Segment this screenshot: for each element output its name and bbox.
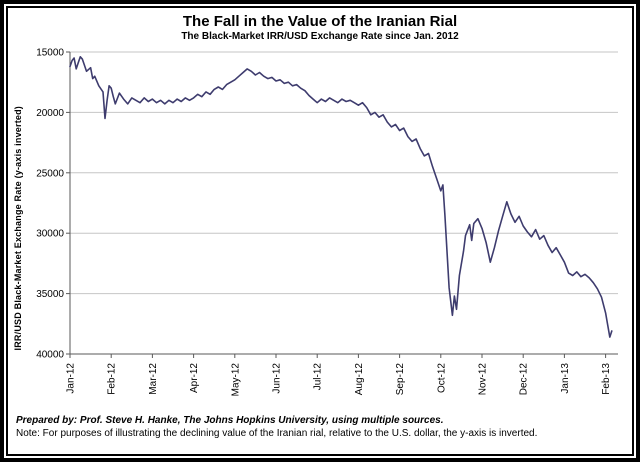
chart-footer: Prepared by: Prof. Steve H. Hanke, The J… <box>10 414 630 440</box>
x-tick-label: Feb-13 <box>601 363 612 395</box>
y-tick-label: 35000 <box>36 289 64 300</box>
y-axis-title: IRR/USD Black-Market Exchange Rate (y-ax… <box>10 44 26 412</box>
x-tick-label: Aug-12 <box>354 363 365 396</box>
x-tick-label: Apr-12 <box>189 363 200 393</box>
x-tick-label: Mar-12 <box>148 363 159 395</box>
x-tick-label: Dec-12 <box>519 363 530 396</box>
y-axis-title-text: IRR/USD Black-Market Exchange Rate (y-ax… <box>13 105 23 351</box>
y-tick-label: 30000 <box>36 229 64 240</box>
chart-title: The Fall in the Value of the Iranian Ria… <box>182 13 458 30</box>
y-tick-label: 25000 <box>36 168 64 179</box>
footer-note: Note: For purposes of illustrating the d… <box>16 428 538 439</box>
x-tick-label: Jan-13 <box>560 363 571 394</box>
chart-inner-frame: The Fall in the Value of the Iranian Ria… <box>6 6 634 456</box>
x-tick-label: Sep-12 <box>395 363 406 396</box>
x-tick-label: Jul-12 <box>313 363 324 391</box>
chart-subtitle: The Black-Market IRR/USD Exchange Rate s… <box>181 31 459 42</box>
exchange-rate-line <box>69 56 613 338</box>
x-tick-label: Jun-12 <box>272 363 283 394</box>
x-tick-label: Oct-12 <box>436 363 447 393</box>
x-tick-label: Jan-12 <box>66 363 77 394</box>
x-tick-label: Feb-12 <box>107 363 118 395</box>
x-tick-label: May-12 <box>230 363 241 397</box>
y-tick-label: 40000 <box>36 350 64 361</box>
x-tick-label: Nov-12 <box>478 363 489 396</box>
y-tick-label: 15000 <box>36 48 64 59</box>
chart-body: IRR/USD Black-Market Exchange Rate (y-ax… <box>10 44 630 412</box>
y-tick-label: 20000 <box>36 108 64 119</box>
footer-prepared-by: Prepared by: Prof. Steve H. Hanke, The J… <box>16 415 444 426</box>
